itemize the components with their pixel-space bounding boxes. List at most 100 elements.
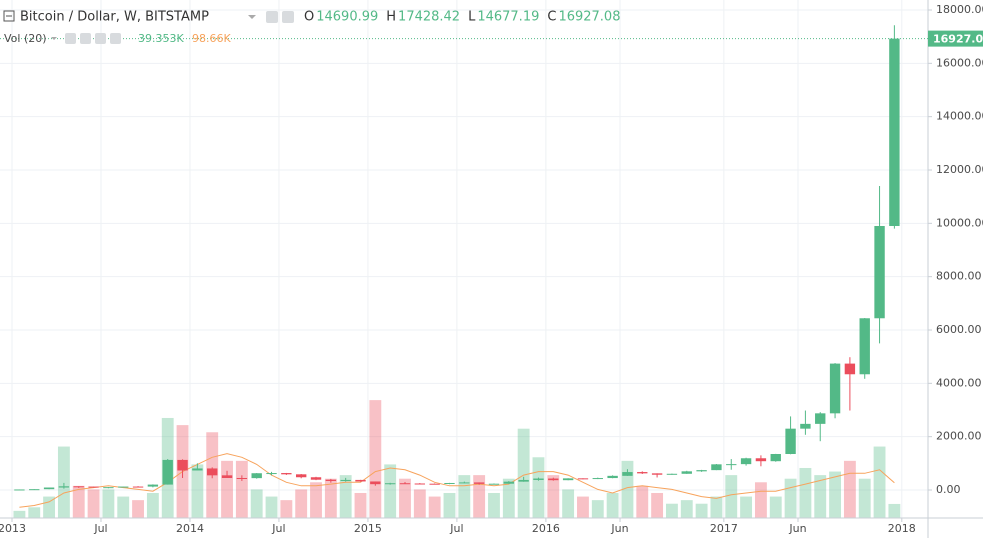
- ohlc-value: 17428.42: [398, 10, 460, 25]
- volume-bar: [87, 489, 100, 518]
- candle-body: [726, 464, 737, 466]
- volume-bar: [250, 489, 263, 518]
- hide-icon[interactable]: [80, 33, 91, 44]
- volume-bar: [517, 428, 530, 518]
- candle-body: [562, 478, 574, 481]
- volume-bar: [769, 496, 782, 518]
- candle-body: [221, 475, 233, 478]
- volume-bar: [695, 503, 708, 518]
- volume-bar: [146, 492, 159, 518]
- dropdown-icon[interactable]: [51, 37, 57, 40]
- collapse-icon[interactable]: [3, 10, 15, 22]
- y-tick-label: 6000.00: [936, 323, 982, 336]
- candle-body: [310, 477, 322, 480]
- volume-bar: [651, 492, 664, 518]
- candle-body: [340, 479, 351, 481]
- candle-body: [459, 482, 470, 484]
- candle-body: [29, 489, 40, 491]
- volume-bar: [28, 507, 41, 518]
- ohlc-value: 16927.08: [558, 10, 620, 25]
- candle-body: [637, 472, 648, 474]
- candle-body: [103, 487, 114, 489]
- volume-bar: [799, 467, 812, 518]
- volume-bar: [488, 492, 500, 518]
- volume-bar: [413, 489, 426, 518]
- dropdown-icon[interactable]: [248, 15, 256, 19]
- candle-body: [785, 428, 796, 454]
- candle-body: [755, 458, 767, 462]
- volume-bar: [72, 485, 85, 518]
- candles: [14, 25, 900, 491]
- volume-bar: [295, 489, 308, 518]
- x-tick-label: Jul: [449, 522, 463, 535]
- candle-body: [295, 474, 307, 478]
- volume-bar: [473, 475, 486, 518]
- settings-icon[interactable]: [266, 11, 278, 23]
- candle-body: [815, 413, 826, 424]
- volume-bar: [740, 496, 753, 518]
- last-price-label: 16927.08: [933, 33, 983, 46]
- volume-bar: [577, 496, 589, 518]
- y-tick-label: 4000.00: [936, 376, 982, 389]
- candle-body: [859, 318, 870, 375]
- volume-bar: [384, 464, 397, 518]
- x-tick-label: 2015: [354, 522, 382, 535]
- candle-body: [488, 483, 500, 485]
- volume-bar: [636, 485, 649, 518]
- candle-body: [58, 486, 70, 488]
- y-tick-label: 2000.00: [936, 430, 982, 443]
- volume-bar: [873, 446, 886, 518]
- volume-bar: [235, 460, 248, 518]
- y-tick-label: 14000.00: [936, 110, 983, 123]
- ohlc-letter: C: [547, 10, 556, 25]
- volume-bar: [428, 496, 441, 518]
- y-tick-label: 10000.00: [936, 216, 983, 229]
- volume-bar: [829, 471, 841, 518]
- candle-body: [414, 483, 426, 485]
- x-tick-label: Jul: [271, 522, 285, 535]
- volume-bar: [13, 510, 26, 518]
- candle-body: [592, 478, 603, 480]
- candle-body: [14, 489, 25, 491]
- volume-bar: [117, 496, 130, 518]
- candle-body: [518, 479, 529, 482]
- volume-bar: [339, 475, 352, 518]
- candle-body: [43, 487, 55, 490]
- ohlc-letter: O: [304, 10, 314, 25]
- remove-icon[interactable]: [110, 33, 121, 44]
- volume-bar: [621, 460, 634, 518]
- candle-body: [444, 482, 455, 484]
- volume-bar: [606, 492, 619, 518]
- more-icon[interactable]: [95, 33, 106, 44]
- candle-body: [844, 363, 856, 375]
- x-tick-label: Jul: [93, 522, 107, 535]
- volume-bar: [754, 482, 767, 518]
- ohlc-value: 14677.19: [477, 10, 539, 25]
- volume-bar: [354, 492, 367, 518]
- candle-body: [770, 454, 781, 462]
- volume-bar: [710, 496, 723, 518]
- candle-body: [132, 486, 144, 488]
- volume-bar: [265, 496, 278, 518]
- candle-body: [533, 478, 544, 480]
- volume-bar: [843, 460, 856, 518]
- candle-body: [73, 486, 84, 488]
- candle-body: [88, 486, 99, 488]
- candle-body: [399, 483, 411, 485]
- volume-bar: [43, 496, 56, 518]
- volume-legend-name: Vol (20): [4, 32, 47, 45]
- candle-body: [800, 423, 811, 429]
- candle-body: [740, 458, 752, 465]
- candle-body: [207, 468, 218, 476]
- candle-body: [651, 473, 663, 475]
- settings-icon[interactable]: [65, 33, 76, 44]
- volume-bar: [132, 500, 144, 518]
- volume-bar: [369, 400, 382, 518]
- volume-bar: [458, 475, 471, 518]
- volume-bar: [280, 500, 293, 518]
- hide-icon[interactable]: [282, 11, 294, 23]
- ohlc-value: 14690.99: [316, 10, 378, 25]
- volume-bar: [532, 457, 545, 518]
- candle-body: [874, 226, 885, 319]
- symbol-title: Bitcoin / Dollar, W, BITSTAMP: [20, 10, 209, 25]
